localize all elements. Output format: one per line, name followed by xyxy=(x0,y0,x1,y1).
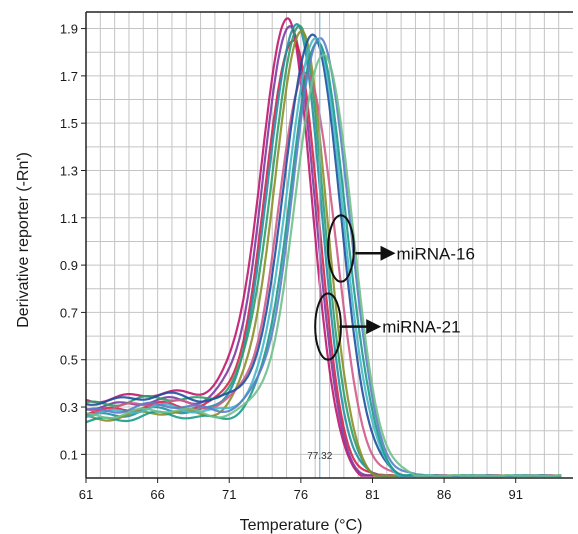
annotation-ellipse xyxy=(327,214,355,283)
x-tick-label: 91 xyxy=(508,487,522,502)
x-tick-label: 66 xyxy=(150,487,164,502)
chart-axes xyxy=(85,11,573,479)
x-tick-label: 61 xyxy=(79,487,93,502)
y-tick-label: 0.7 xyxy=(60,305,78,320)
y-tick-label: 0.1 xyxy=(60,447,78,462)
x-tick-label: 76 xyxy=(294,487,308,502)
y-tick-label: 1.9 xyxy=(60,22,78,37)
annotation-label: miRNA-21 xyxy=(382,318,460,337)
chart-curves xyxy=(85,17,562,477)
y-axis-label: Derivative reporter (-Rn') xyxy=(15,152,32,328)
y-tick-label: 1.5 xyxy=(60,116,78,131)
y-tick-label: 1.1 xyxy=(60,211,78,226)
x-tick-label: 71 xyxy=(222,487,236,502)
threshold-label: 77.32 xyxy=(307,451,332,462)
x-axis-label: Temperature (°C) xyxy=(240,517,363,534)
y-tick-label: 1.7 xyxy=(60,69,78,84)
y-tick-label: 0.3 xyxy=(60,400,78,415)
chart-tick-labels: 61 66 71 76 81 86 91 0.1 0.3 0.5 0.7 0.9 1.1 1.3 1.5 1.… xyxy=(60,22,523,502)
x-tick-label: 81 xyxy=(365,487,379,502)
y-tick-label: 1.3 xyxy=(60,163,78,178)
annotation-label: miRNA-16 xyxy=(397,244,475,263)
x-tick-label: 86 xyxy=(437,487,451,502)
annotations-group: miRNA-16 miRNA-21 xyxy=(314,214,475,361)
threshold-line-group: 77.32 xyxy=(307,12,333,478)
series-line xyxy=(86,53,562,477)
y-tick-label: 0.5 xyxy=(60,353,78,368)
y-tick-label: 0.9 xyxy=(60,258,78,273)
